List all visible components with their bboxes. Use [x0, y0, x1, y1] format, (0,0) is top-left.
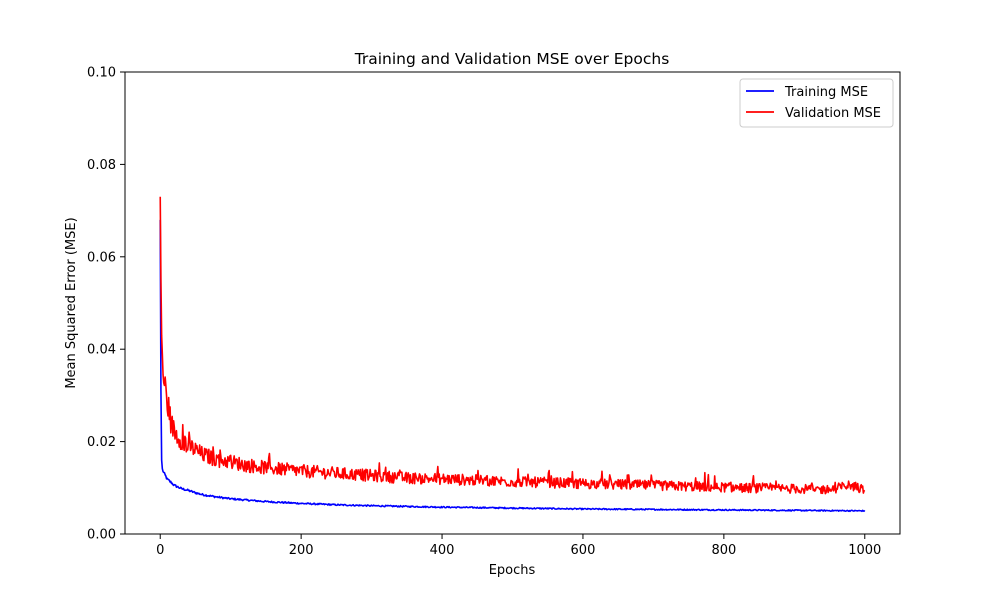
x-tick-label: 800	[711, 543, 736, 558]
y-tick-label: 0.08	[87, 158, 116, 173]
chart-title: Training and Validation MSE over Epochs	[354, 50, 670, 68]
plot-area: 0 200 400 600 800 1000 0.00 0.02 0.04 0.06 0.08 0.1…	[87, 66, 901, 558]
x-axis-label: Epochs	[489, 563, 536, 578]
y-tick-label: 0.00	[87, 528, 116, 543]
series-line-validation	[159, 196, 866, 495]
x-tick-label: 1000	[848, 543, 881, 558]
legend-label-validation: Validation MSE	[785, 106, 881, 121]
y-tick-label: 0.02	[87, 435, 116, 450]
y-tick-label: 0.04	[87, 343, 116, 358]
axes-frame	[124, 71, 901, 535]
x-tick-label: 600	[571, 543, 596, 558]
legend-label-training: Training MSE	[784, 85, 868, 100]
x-tick-label: 0	[156, 543, 164, 558]
legend: Training MSE Validation MSE	[739, 78, 894, 128]
legend-box	[739, 78, 894, 128]
series-line-training	[159, 219, 866, 513]
x-tick-label: 400	[430, 543, 455, 558]
y-tick-label: 0.10	[87, 66, 116, 81]
x-tick-label: 200	[289, 543, 314, 558]
y-tick-label: 0.06	[87, 250, 116, 265]
y-axis-label: Mean Squared Error (MSE)	[64, 217, 79, 388]
